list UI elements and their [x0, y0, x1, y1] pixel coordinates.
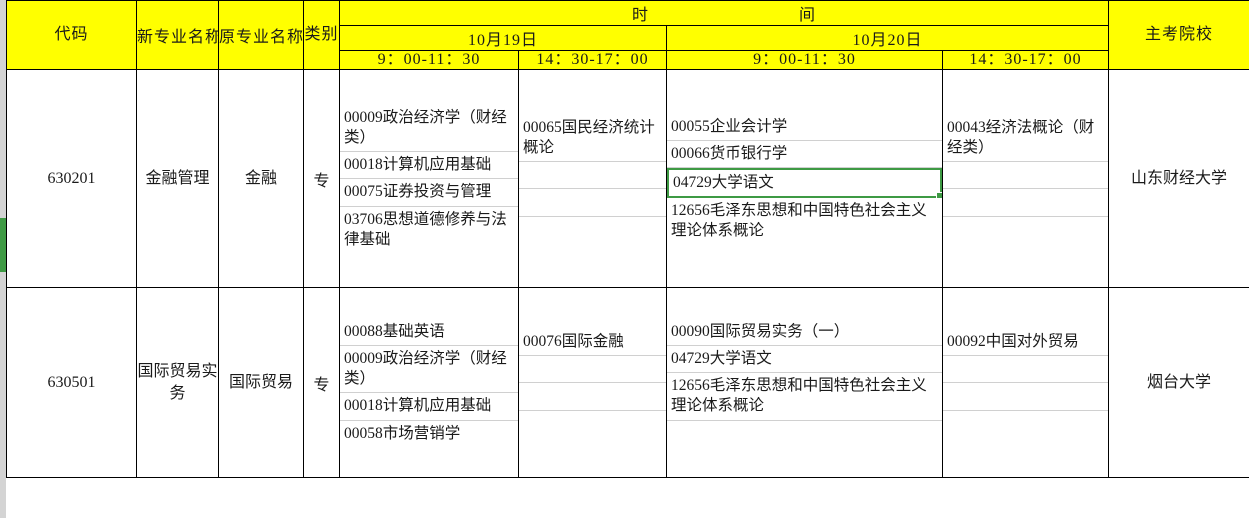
subject-item-empty[interactable] — [519, 383, 666, 411]
cell-oct20-morning-subjects: 00090国际贸易实务（一） 04729大学语文 12656毛泽东思想和中国特色… — [666, 287, 943, 479]
header-cell-exam-school: 主考院校 — [1108, 0, 1249, 71]
subject-item[interactable]: 12656毛泽东思想和中国特色社会主义理论体系概论 — [671, 201, 927, 240]
subject-item[interactable]: 00090国际贸易实务（一） — [667, 319, 942, 347]
header-cell-date-oct19: 10月19日 — [339, 25, 667, 51]
subject-stack: 00076国际金融 — [519, 329, 666, 437]
subject-item[interactable]: 00043经济法概论（财经类） — [943, 115, 1108, 163]
header-cell-oct19-morning: 9：00-11：30 — [339, 49, 519, 71]
subject-item-empty[interactable] — [520, 217, 666, 243]
cell-oct20-afternoon-subjects: 00092中国对外贸易 — [941, 287, 1110, 479]
cell-oct19-morning-subjects: 00009政治经济学（财经类） 00018计算机应用基础 00075证券投资与管… — [339, 69, 519, 289]
header-row-slots: 9：00-11：30 14：30-17：00 9：00-11：30 14：30-… — [7, 49, 1249, 71]
subject-item-empty[interactable] — [943, 383, 1108, 411]
subject-item[interactable]: 00018计算机应用基础 — [340, 152, 518, 180]
selected-cell[interactable]: 04729大学语文 — [667, 167, 942, 200]
cell-oct19-afternoon-subjects: 00065国民经济统计概论 — [518, 69, 667, 289]
subject-item-empty[interactable] — [519, 189, 666, 217]
time-label-part-2: 间 — [799, 7, 817, 24]
subject-stack: 00043经济法概论（财经类） — [943, 115, 1108, 243]
subject-item-empty[interactable] — [944, 411, 1108, 437]
header-row-dates: 10月19日 10月20日 — [7, 25, 1249, 51]
subject-item[interactable]: 04729大学语文 — [667, 346, 942, 374]
cell-exam-school[interactable]: 山东财经大学 — [1108, 69, 1249, 289]
subject-item[interactable]: 00065国民经济统计概论 — [519, 115, 666, 163]
subject-item-empty[interactable] — [943, 162, 1108, 190]
subject-item[interactable]: 00092中国对外贸易 — [943, 329, 1108, 357]
subject-item[interactable]: 00076国际金融 — [519, 329, 666, 357]
subject-item-empty[interactable] — [943, 356, 1108, 384]
subject-item[interactable]: 00009政治经济学（财经类） — [340, 105, 518, 153]
table-row: 630501 国际贸易实务 国际贸易 专 00088基础英语 00009政治经济… — [6, 287, 1249, 479]
header-cell-category: 类别 — [303, 0, 340, 71]
subject-stack: 00009政治经济学（财经类） 00018计算机应用基础 00075证券投资与管… — [340, 105, 518, 253]
header-cell-old-major: 原专业名称 — [218, 0, 304, 71]
cell-category[interactable]: 专 — [303, 287, 340, 479]
cell-new-major[interactable]: 金融管理 — [136, 69, 219, 289]
cell-new-major[interactable]: 国际贸易实务 — [136, 287, 219, 479]
subject-item-empty[interactable] — [520, 411, 666, 437]
header-cell-time-group: 时间 — [338, 0, 1110, 26]
subject-item[interactable]: 00088基础英语 — [340, 319, 518, 347]
cell-code[interactable]: 630501 — [6, 287, 137, 479]
header-cell-oct19-afternoon: 14：30-17：00 — [518, 49, 667, 71]
cell-old-major[interactable]: 国际贸易 — [218, 287, 304, 479]
cell-oct20-morning-subjects: 00055企业会计学 00066货币银行学 04729大学语文 12656毛泽东… — [666, 69, 943, 289]
subject-item-empty[interactable] — [519, 356, 666, 384]
header-cell-date-oct20: 10月20日 — [665, 25, 1110, 51]
subject-item-empty[interactable] — [943, 189, 1108, 217]
cell-category[interactable]: 专 — [303, 69, 340, 289]
subject-item[interactable]: 00058市场营销学 — [344, 424, 461, 442]
subject-stack: 00090国际贸易实务（一） 04729大学语文 12656毛泽东思想和中国特色… — [667, 319, 942, 447]
exam-schedule-table: 代码 新专业名称 原专业名称 类别 时间 主考院校 10月19日 10月20日 … — [6, 0, 1249, 479]
cell-code[interactable]: 630201 — [6, 69, 137, 289]
cell-oct20-afternoon-subjects: 00043经济法概论（财经类） — [941, 69, 1110, 289]
subject-item[interactable]: 00055企业会计学 — [667, 114, 942, 141]
subject-item[interactable]: 00075证券投资与管理 — [340, 179, 518, 207]
subject-item[interactable]: 03706思想道德修养与法律基础 — [344, 210, 507, 248]
subject-item-empty[interactable] — [668, 421, 942, 447]
frozen-selection-indicator — [0, 218, 6, 272]
header-cell-oct20-morning: 9：00-11：30 — [666, 49, 943, 71]
subject-item[interactable]: 00009政治经济学（财经类） — [340, 346, 518, 394]
subject-stack: 00088基础英语 00009政治经济学（财经类） 00018计算机应用基础 0… — [340, 319, 518, 447]
time-label-part-1: 时 — [632, 7, 650, 24]
subject-item-empty[interactable] — [519, 162, 666, 190]
header-cell-oct20-afternoon: 14：30-17：00 — [941, 49, 1110, 71]
subject-item[interactable]: 00066货币银行学 — [667, 141, 942, 168]
cell-exam-school[interactable]: 烟台大学 — [1108, 287, 1249, 479]
subject-stack: 00092中国对外贸易 — [943, 329, 1108, 437]
cell-oct19-morning-subjects: 00088基础英语 00009政治经济学（财经类） 00018计算机应用基础 0… — [339, 287, 519, 479]
subject-item[interactable]: 00018计算机应用基础 — [340, 393, 518, 421]
table-row: 630201 金融管理 金融 专 00009政治经济学（财经类） 00018计算… — [6, 69, 1249, 289]
subject-item-empty[interactable] — [944, 217, 1108, 243]
subject-stack: 00065国民经济统计概论 — [519, 115, 666, 243]
header-row-group: 代码 新专业名称 原专业名称 类别 时间 主考院校 — [6, 0, 1249, 71]
cell-old-major[interactable]: 金融 — [218, 69, 304, 289]
header-cell-new-major: 新专业名称 — [136, 0, 219, 71]
subject-item[interactable]: 12656毛泽东思想和中国特色社会主义理论体系概论 — [667, 373, 942, 421]
header-cell-code: 代码 — [6, 0, 137, 71]
cell-oct19-afternoon-subjects: 00076国际金融 — [518, 287, 667, 479]
subject-stack: 00055企业会计学 00066货币银行学 04729大学语文 12656毛泽东… — [667, 114, 942, 245]
